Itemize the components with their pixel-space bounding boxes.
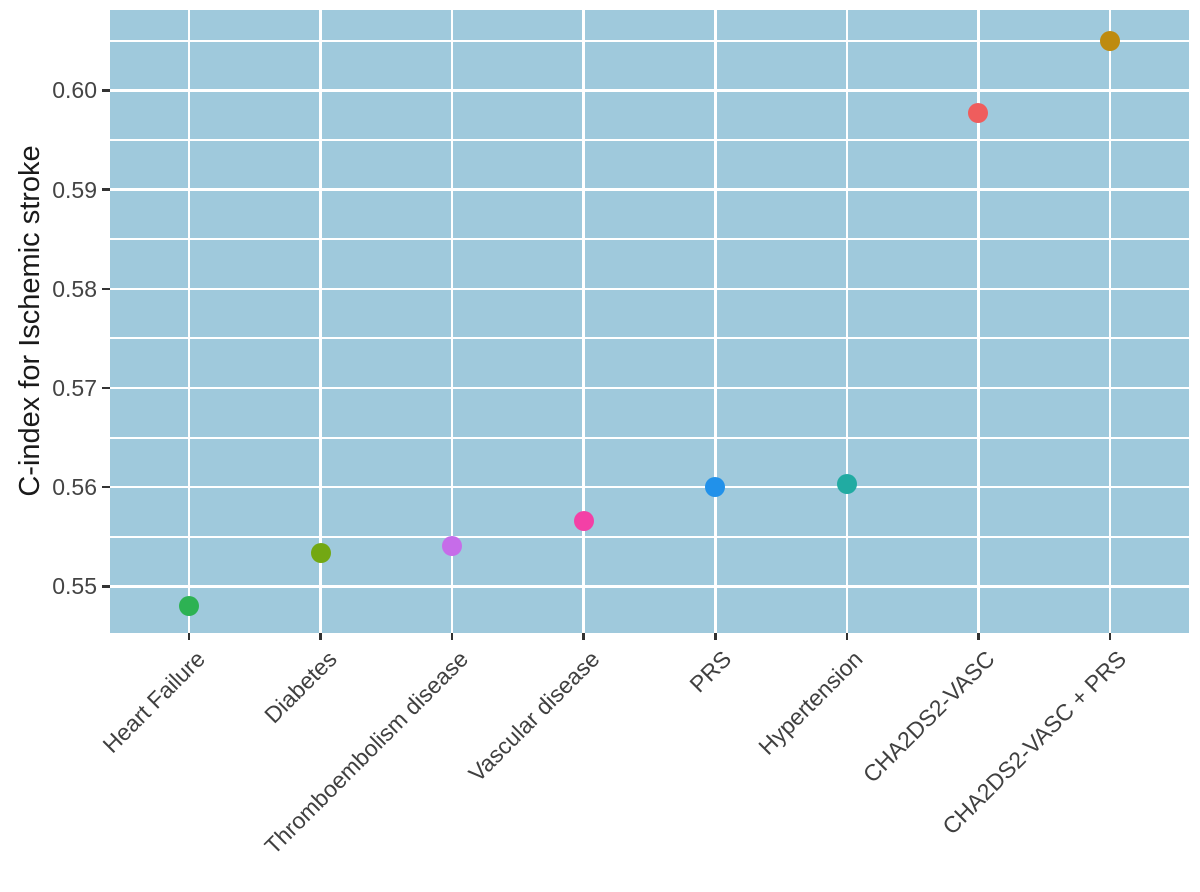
data-point-vascular-disease	[573, 510, 594, 531]
y-tick-mark	[102, 89, 110, 92]
major-gridline-vertical	[187, 10, 191, 633]
minor-gridline-horizontal	[110, 39, 1189, 42]
x-tick-mark	[319, 633, 322, 640]
major-gridline-vertical	[845, 10, 849, 633]
minor-gridline-horizontal	[110, 337, 1189, 340]
data-point-cha2ds2-vasc-prs	[1100, 30, 1121, 51]
x-tick-mark	[845, 633, 849, 640]
y-tick-label: 0.57	[52, 374, 97, 401]
minor-gridline-horizontal	[110, 535, 1189, 538]
x-tick-mark	[714, 633, 717, 640]
plot-panel	[110, 10, 1189, 633]
y-tick-label: 0.55	[52, 573, 97, 600]
x-tick-label-heart-failure: Heart Failure	[97, 645, 210, 758]
data-point-heart-failure	[178, 596, 199, 617]
major-gridline-horizontal	[110, 188, 1189, 191]
x-tick-mark	[450, 633, 454, 640]
x-tick-mark	[1108, 633, 1112, 640]
x-tick-label-diabetes: Diabetes	[258, 645, 342, 729]
major-gridline-horizontal	[110, 287, 1189, 290]
data-point-thromboembolism-disease	[442, 535, 463, 556]
minor-gridline-horizontal	[110, 138, 1189, 141]
y-tick-label: 0.60	[52, 77, 97, 104]
x-tick-label-prs: PRS	[684, 645, 737, 698]
data-point-cha2ds2-vasc	[968, 103, 989, 124]
y-tick-mark	[102, 386, 110, 390]
x-tick-label-vascular-disease: Vascular disease	[463, 645, 605, 787]
x-tick-mark	[187, 633, 191, 640]
minor-gridline-horizontal	[110, 238, 1189, 241]
major-gridline-horizontal	[110, 386, 1189, 390]
y-tick-label: 0.59	[52, 176, 97, 203]
y-tick-mark	[102, 485, 110, 489]
x-tick-mark	[582, 633, 585, 640]
y-tick-mark	[102, 585, 110, 588]
major-gridline-vertical	[319, 10, 322, 633]
x-tick-label-hypertension: Hypertension	[753, 645, 868, 760]
major-gridline-horizontal	[110, 485, 1189, 489]
major-gridline-horizontal	[110, 89, 1189, 92]
data-point-diabetes	[310, 542, 331, 563]
major-gridline-horizontal	[110, 585, 1189, 588]
x-tick-label-cha2ds2-vasc: CHA2DS2-VASC	[857, 645, 1000, 788]
major-gridline-vertical	[1108, 10, 1112, 633]
minor-gridline-horizontal	[110, 436, 1189, 439]
major-gridline-vertical	[714, 10, 717, 633]
y-tick-label: 0.56	[52, 474, 97, 501]
x-tick-mark	[977, 633, 980, 640]
major-gridline-vertical	[450, 10, 454, 633]
major-gridline-vertical	[582, 10, 585, 633]
y-tick-mark	[102, 287, 110, 290]
major-gridline-vertical	[977, 10, 980, 633]
y-tick-mark	[102, 188, 110, 191]
data-point-hypertension	[836, 474, 857, 495]
y-tick-label: 0.58	[52, 275, 97, 302]
data-point-prs	[705, 477, 726, 498]
